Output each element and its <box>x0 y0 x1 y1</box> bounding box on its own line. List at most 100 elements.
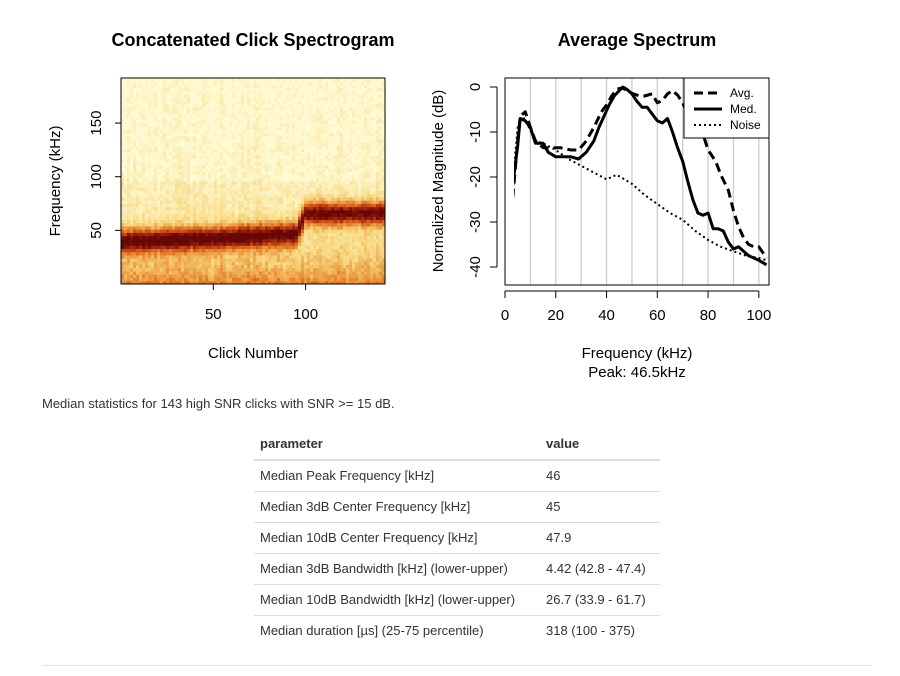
heatmap-cell <box>196 148 200 153</box>
heatmap-cell <box>193 113 197 118</box>
heatmap-cell <box>205 219 209 224</box>
heatmap-cell <box>181 232 185 237</box>
heatmap-cell <box>238 238 242 243</box>
heatmap-cell <box>298 158 302 163</box>
heatmap-cell <box>211 110 215 114</box>
heatmap-cell <box>238 177 242 182</box>
heatmap-cell <box>229 84 233 89</box>
heatmap-cell <box>313 226 317 230</box>
heatmap-cell <box>259 181 263 185</box>
heatmap-cell <box>145 161 149 166</box>
heatmap-cell <box>271 267 275 272</box>
heatmap-cell <box>247 271 251 275</box>
heatmap-cell <box>127 139 131 143</box>
heatmap-cell <box>322 245 326 249</box>
heatmap-cell <box>286 168 290 172</box>
heatmap-cell <box>124 206 128 211</box>
heatmap-cell <box>211 148 215 153</box>
heatmap-cell <box>226 184 230 188</box>
heatmap-cell <box>190 213 194 217</box>
heatmap-cell <box>253 152 257 156</box>
heatmap-cell <box>145 177 149 182</box>
heatmap-cell <box>316 90 320 95</box>
heatmap-cell <box>226 267 230 272</box>
heatmap-cell <box>292 119 296 124</box>
heatmap-cell <box>268 258 272 262</box>
heatmap-cell <box>307 209 311 214</box>
heatmap-cell <box>271 255 275 259</box>
heatmap-cell <box>166 232 170 237</box>
heatmap-cell <box>346 248 350 253</box>
heatmap-cell <box>331 90 335 95</box>
heatmap-cell <box>295 116 299 121</box>
heatmap-cell <box>157 216 161 221</box>
heatmap-cell <box>205 110 209 114</box>
heatmap-cell <box>244 135 248 140</box>
heatmap-cell <box>268 87 272 92</box>
heatmap-cell <box>343 129 347 134</box>
heatmap-cell <box>226 245 230 249</box>
heatmap-cell <box>253 145 257 150</box>
heatmap-cell <box>163 206 167 211</box>
heatmap-cell <box>262 174 266 179</box>
heatmap-cell <box>283 248 287 253</box>
heatmap-cell <box>181 261 185 266</box>
heatmap-cell <box>325 132 329 137</box>
heatmap-cell <box>184 106 188 111</box>
heatmap-cell <box>268 126 272 130</box>
heatmap-cell <box>232 181 236 185</box>
heatmap-cell <box>259 255 263 259</box>
heatmap-cell <box>172 264 176 269</box>
heatmap-cell <box>325 245 329 249</box>
heatmap-cell <box>166 81 170 85</box>
heatmap-cell <box>163 219 167 224</box>
heatmap-cell <box>235 261 239 266</box>
heatmap-cell <box>343 193 347 198</box>
heatmap-cell <box>337 152 341 156</box>
heatmap-cell <box>169 193 173 198</box>
heatmap-cell <box>268 232 272 237</box>
heatmap-cell <box>172 187 176 192</box>
heatmap-cell <box>169 245 173 249</box>
heatmap-cell <box>190 142 194 146</box>
heatmap-cell <box>298 174 302 179</box>
heatmap-cell <box>229 129 233 134</box>
heatmap-cell <box>325 261 329 266</box>
heatmap-cell <box>139 280 143 285</box>
spectrogram-heatmap <box>121 78 386 285</box>
heatmap-cell <box>193 174 197 179</box>
heatmap-cell <box>337 200 341 204</box>
heatmap-cell <box>178 190 182 195</box>
heatmap-cell <box>280 177 284 182</box>
heatmap-cell <box>253 238 257 243</box>
heatmap-cell <box>193 116 197 121</box>
heatmap-cell <box>142 181 146 185</box>
heatmap-cell <box>256 116 260 121</box>
heatmap-cell <box>271 103 275 108</box>
heatmap-cell <box>280 135 284 140</box>
heatmap-cell <box>250 235 254 240</box>
heatmap-cell <box>178 267 182 272</box>
heatmap-cell <box>226 216 230 221</box>
heatmap-cell <box>172 155 176 159</box>
heatmap-cell <box>271 203 275 208</box>
heatmap-cell <box>307 245 311 249</box>
heatmap-cell <box>148 129 152 134</box>
heatmap-cell <box>250 110 254 114</box>
heatmap-cell <box>130 129 134 134</box>
heatmap-cell <box>187 235 191 240</box>
heatmap-cell <box>157 177 161 182</box>
heatmap-cell <box>181 158 185 163</box>
heatmap-cell <box>241 229 245 233</box>
heatmap-cell <box>133 222 137 227</box>
heatmap-cell <box>289 139 293 143</box>
heatmap-cell <box>307 174 311 179</box>
heatmap-cell <box>220 197 224 201</box>
heatmap-cell <box>217 113 221 118</box>
heatmap-cell <box>199 174 203 179</box>
heatmap-cell <box>181 206 185 211</box>
heatmap-cell <box>217 245 221 249</box>
heatmap-cell <box>202 126 206 130</box>
heatmap-cell <box>178 90 182 95</box>
heatmap-cell <box>340 106 344 111</box>
